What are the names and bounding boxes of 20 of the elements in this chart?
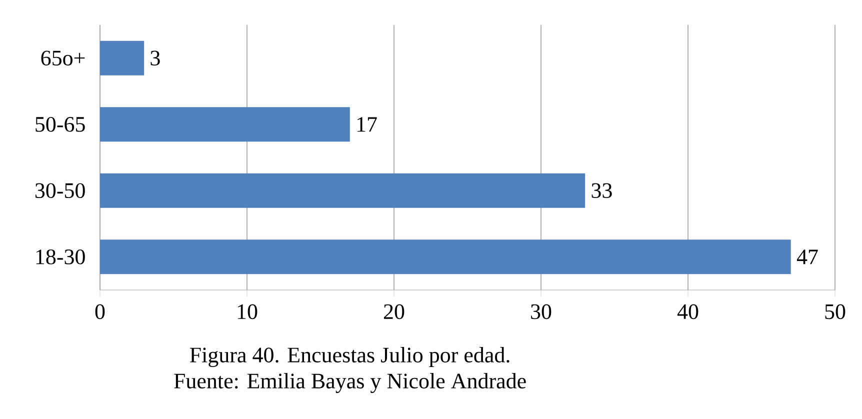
text: Figura 40. Encuestas Julio por edad. [190,346,510,368]
bar [100,240,791,274]
data-label: 33 [592,183,612,198]
bar [100,107,350,142]
data-label: 47 [796,250,818,264]
bar [100,173,586,208]
source-note: Fuente: Emilia Bayas y Nicole Andrade [174,372,526,394]
y-tick-label: 18-30 [36,249,85,264]
bar [100,40,144,76]
data-label: 3 [150,50,160,66]
data-label: 17 [357,117,377,132]
x-tick-label: 20 [384,304,404,320]
x-tick-label: 50 [825,304,846,320]
y-tick-label: 50-65 [36,116,85,132]
x-tick-label: 40 [677,304,698,320]
x-tick-label: 0 [95,304,105,320]
y-tick-label: 30-50 [35,183,85,198]
x-tick-label: 30 [531,304,552,320]
y-tick-label: 65o+ [41,50,85,66]
x-tick-label: 10 [238,304,258,320]
